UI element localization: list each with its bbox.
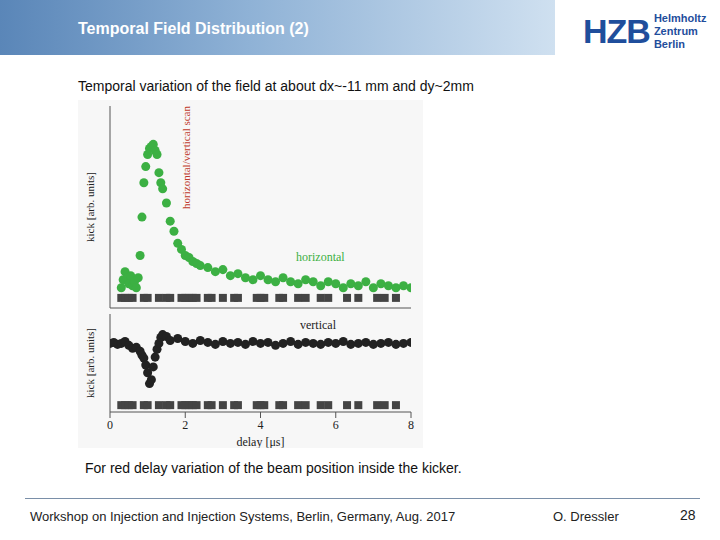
html-text:O. Dressler: O. Dressler <box>553 509 619 524</box>
html-text:horizontal: horizontal <box>296 250 345 264</box>
svg-text:4: 4 <box>258 418 264 432</box>
svg-text:kick [arb. units]: kick [arb. units] <box>84 328 96 398</box>
html-text:horizontal/vertical scan: horizontal/vertical scan <box>180 106 192 209</box>
html-text:Helmholtz: Helmholtz <box>653 12 707 24</box>
html-text:vertical: vertical <box>300 318 336 332</box>
html-text:HZB: HZB <box>583 12 650 50</box>
html-text:28: 28 <box>680 507 696 523</box>
svg-text:8: 8 <box>408 418 414 432</box>
svg-text:2: 2 <box>182 418 188 432</box>
svg-text:0: 0 <box>107 418 113 432</box>
svg-text:6: 6 <box>333 418 339 432</box>
html-text:Zentrum Berlin: Zentrum Berlin <box>653 25 698 50</box>
svg-text:kick [arb. units]: kick [arb. units] <box>84 172 96 242</box>
svg-text:delay [μs]: delay [μs] <box>236 435 284 448</box>
html-text:Workshop on Injection and Inje: Workshop on Injection and Injection Syst… <box>30 509 456 524</box>
html-text:For red delay variation of the: For red delay variation of the beam posi… <box>85 460 462 476</box>
html-text:Temporal Field Distribution (2: Temporal Field Distribution (2) <box>78 20 309 37</box>
html-text:Temporal variation of the fiel: Temporal variation of the field at about… <box>78 78 474 94</box>
